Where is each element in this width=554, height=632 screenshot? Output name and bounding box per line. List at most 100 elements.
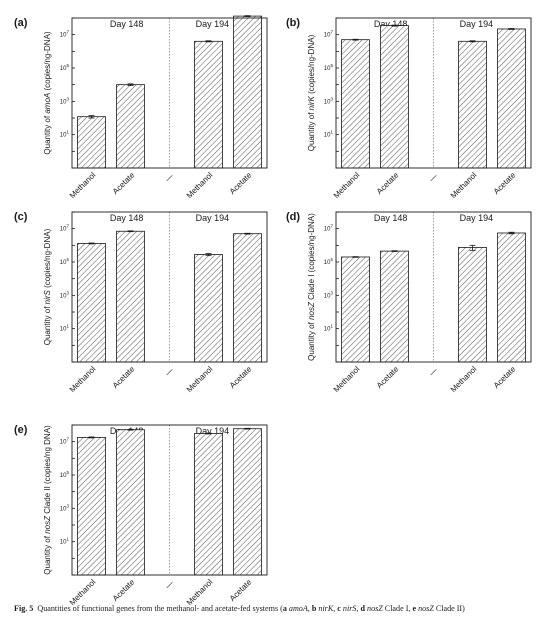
chart-panel: (c) Day 148 Day 194 101 103 105 107 Methanol Ace… bbox=[14, 211, 268, 394]
y-axis-label-gene: amoA bbox=[43, 93, 52, 114]
y-axis-label-gene: nirS bbox=[43, 289, 52, 304]
y-axis-label: Quantity of nosZ Clade I (copies/ng-DNA) bbox=[307, 213, 316, 361]
x-tick-label: Methanol bbox=[68, 577, 98, 607]
caption-item-letter: b bbox=[311, 604, 317, 613]
y-tick-exponent: 3 bbox=[330, 96, 333, 101]
y-tick-exponent: 7 bbox=[66, 30, 69, 35]
bar bbox=[341, 39, 370, 169]
x-separator-label: — bbox=[427, 172, 439, 184]
y-tick-exponent: 1 bbox=[66, 130, 69, 135]
caption-item-letter: e bbox=[412, 604, 417, 613]
y-tick-exponent: 5 bbox=[66, 63, 69, 68]
y-tick-label: 105 bbox=[60, 63, 70, 72]
y-tick-label: 107 bbox=[60, 224, 70, 233]
caption-item-letter: d bbox=[360, 604, 365, 613]
x-tick-label: Acetate bbox=[228, 577, 254, 603]
y-tick-exponent: 5 bbox=[330, 63, 333, 68]
y-tick-label: 101 bbox=[60, 324, 70, 333]
panel-label: (e) bbox=[14, 424, 28, 436]
y-tick-label: 103 bbox=[60, 290, 70, 299]
group-title: Day 148 bbox=[110, 19, 144, 29]
y-tick-label: 107 bbox=[60, 30, 70, 39]
x-tick-label: Methanol bbox=[185, 170, 215, 200]
group-title: Day 148 bbox=[110, 213, 144, 223]
x-tick-label: Methanol bbox=[185, 577, 215, 607]
y-tick-exponent: 7 bbox=[66, 437, 69, 442]
y-tick-exponent: 1 bbox=[66, 324, 69, 329]
y-tick-exponent: 7 bbox=[330, 30, 333, 35]
y-tick-label: 101 bbox=[324, 324, 334, 333]
bar bbox=[380, 250, 409, 363]
chart-panel: (b) Day 148 Day 194 101 103 105 107 Methanol Ace… bbox=[286, 17, 532, 200]
bar bbox=[233, 428, 262, 576]
group-title: Day 194 bbox=[196, 19, 230, 29]
panel-label: (a) bbox=[14, 17, 28, 29]
x-separator-label: — bbox=[163, 579, 175, 591]
y-tick-label: 105 bbox=[60, 470, 70, 479]
y-tick-label: 101 bbox=[60, 537, 70, 546]
bar bbox=[77, 243, 106, 363]
x-tick-label: Methanol bbox=[449, 364, 479, 394]
plot-frame bbox=[335, 211, 532, 363]
panel-label: (d) bbox=[286, 211, 300, 223]
x-tick-label: Methanol bbox=[68, 170, 98, 200]
y-tick-exponent: 3 bbox=[66, 503, 69, 508]
x-tick-label: Methanol bbox=[332, 170, 362, 200]
caption-fig-label: Fig. 5 bbox=[14, 604, 34, 613]
y-axis-label: Quantity of nirK (copies/ng-DNA) bbox=[307, 34, 316, 151]
y-tick-label: 105 bbox=[324, 63, 334, 72]
bar bbox=[341, 256, 370, 363]
x-tick-label: Methanol bbox=[449, 170, 479, 200]
caption-item-gene: nirK bbox=[318, 604, 334, 613]
y-tick-exponent: 5 bbox=[66, 470, 69, 475]
x-tick-label: Acetate bbox=[111, 170, 137, 196]
y-tick-exponent: 3 bbox=[66, 96, 69, 101]
caption-item-letter: c bbox=[337, 604, 341, 613]
plot-frame bbox=[71, 211, 268, 363]
x-tick-label: Acetate bbox=[492, 170, 518, 196]
bar bbox=[77, 116, 106, 169]
y-axis-label-prefix: Quantity of bbox=[307, 110, 316, 151]
y-tick-label: 105 bbox=[324, 257, 334, 266]
y-axis-label-gene: nirK bbox=[307, 95, 316, 110]
x-separator-label: — bbox=[163, 366, 175, 378]
panel-label: (c) bbox=[14, 211, 28, 223]
y-axis-label-suffix: (copies/ng-DNA) bbox=[43, 228, 52, 290]
bar bbox=[380, 25, 409, 169]
y-axis-label-gene: nosZ bbox=[307, 301, 316, 320]
figure-caption: Fig. 5 Quantities of functional genes fr… bbox=[14, 604, 548, 614]
y-tick-exponent: 1 bbox=[66, 537, 69, 542]
y-axis-label: Quantity of amoA (copies/ng-DNA) bbox=[43, 31, 52, 155]
group-title: Day 194 bbox=[460, 213, 494, 223]
caption-item-suffix: Clade II bbox=[433, 604, 463, 613]
group-title: Day 194 bbox=[196, 426, 230, 436]
bar bbox=[458, 247, 487, 363]
bar bbox=[77, 437, 106, 576]
y-tick-exponent: 3 bbox=[330, 290, 333, 295]
caption-text: Quantities of functional genes from the … bbox=[37, 604, 283, 613]
panel-label: (b) bbox=[286, 17, 300, 29]
caption-close: ) bbox=[462, 604, 465, 613]
y-axis-label: Quantity of nosZ Clade II (copies/ng DNA… bbox=[43, 425, 52, 575]
x-separator-label: — bbox=[427, 366, 439, 378]
y-axis-label-suffix: Clade II (copies/ng DNA) bbox=[43, 425, 52, 516]
x-tick-label: Acetate bbox=[111, 577, 137, 603]
y-tick-label: 107 bbox=[60, 437, 70, 446]
caption-item-gene: nirS bbox=[342, 604, 357, 613]
y-tick-label: 101 bbox=[324, 130, 334, 139]
y-tick-exponent: 5 bbox=[66, 257, 69, 262]
x-tick-label: Acetate bbox=[228, 364, 254, 390]
x-tick-label: Methanol bbox=[68, 364, 98, 394]
x-tick-label: Acetate bbox=[228, 170, 254, 196]
caption-item-letter: a bbox=[282, 604, 287, 613]
chart-panel: (a) Day 148 Day 194 101 103 105 107 Methanol Ace… bbox=[14, 15, 268, 200]
bar bbox=[233, 233, 262, 363]
bar bbox=[497, 28, 526, 169]
y-tick-label: 103 bbox=[324, 290, 334, 299]
y-axis-label-prefix: Quantity of bbox=[43, 304, 52, 345]
y-axis-label-suffix: (copies/ng-DNA) bbox=[43, 31, 52, 93]
x-tick-label: Methanol bbox=[185, 364, 215, 394]
caption-item-gene: nosZ bbox=[367, 604, 383, 613]
